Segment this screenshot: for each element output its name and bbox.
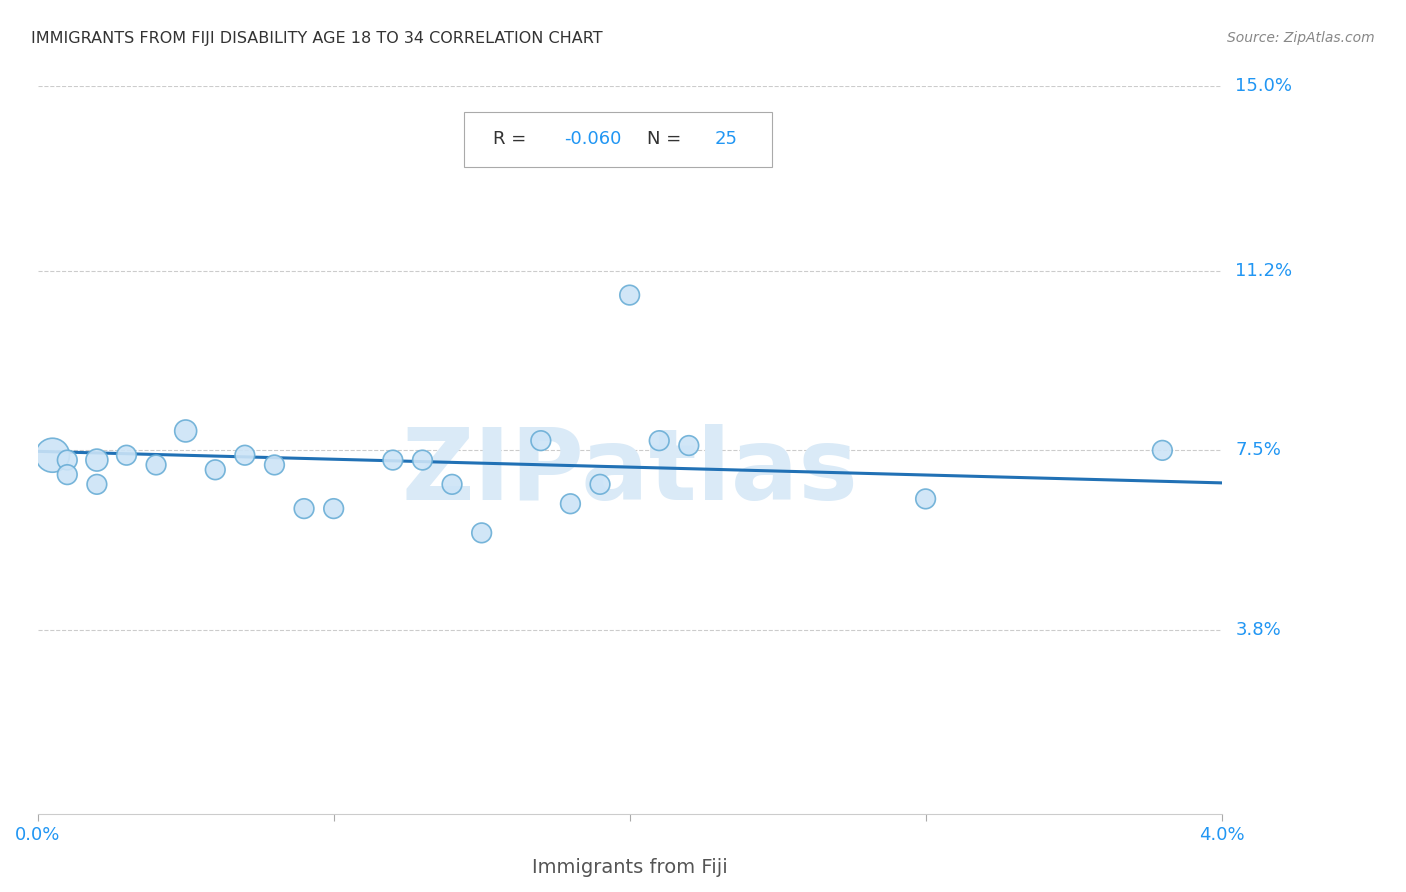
X-axis label: Immigrants from Fiji: Immigrants from Fiji — [531, 858, 727, 877]
Point — [263, 458, 285, 472]
Point — [589, 477, 612, 491]
Text: 15.0%: 15.0% — [1236, 78, 1292, 95]
Point — [204, 463, 226, 477]
Text: R =: R = — [494, 130, 533, 148]
Point — [292, 501, 315, 516]
Text: N =: N = — [647, 130, 688, 148]
Text: Source: ZipAtlas.com: Source: ZipAtlas.com — [1227, 31, 1375, 45]
Point — [41, 448, 63, 462]
Text: IMMIGRANTS FROM FIJI DISABILITY AGE 18 TO 34 CORRELATION CHART: IMMIGRANTS FROM FIJI DISABILITY AGE 18 T… — [31, 31, 603, 46]
Point — [56, 453, 79, 467]
Text: -0.060: -0.060 — [565, 130, 621, 148]
Text: 11.2%: 11.2% — [1236, 262, 1292, 280]
Point — [530, 434, 553, 448]
Point — [322, 501, 344, 516]
Point — [233, 448, 256, 462]
Point — [145, 458, 167, 472]
Point — [56, 467, 79, 482]
Point — [381, 453, 404, 467]
Point — [471, 525, 494, 540]
Point — [1152, 443, 1174, 458]
Text: 7.5%: 7.5% — [1236, 442, 1281, 459]
Text: ZIPatlas: ZIPatlas — [401, 424, 858, 521]
Text: 25: 25 — [714, 130, 738, 148]
Point — [560, 497, 582, 511]
FancyBboxPatch shape — [464, 112, 772, 167]
Point — [678, 438, 700, 452]
Point — [411, 453, 433, 467]
Text: 3.8%: 3.8% — [1236, 621, 1281, 639]
Point — [619, 288, 641, 302]
Point — [86, 453, 108, 467]
Point — [648, 434, 671, 448]
Point — [441, 477, 464, 491]
Point — [115, 448, 138, 462]
Point — [86, 477, 108, 491]
Point — [914, 491, 936, 506]
Point — [174, 424, 197, 438]
